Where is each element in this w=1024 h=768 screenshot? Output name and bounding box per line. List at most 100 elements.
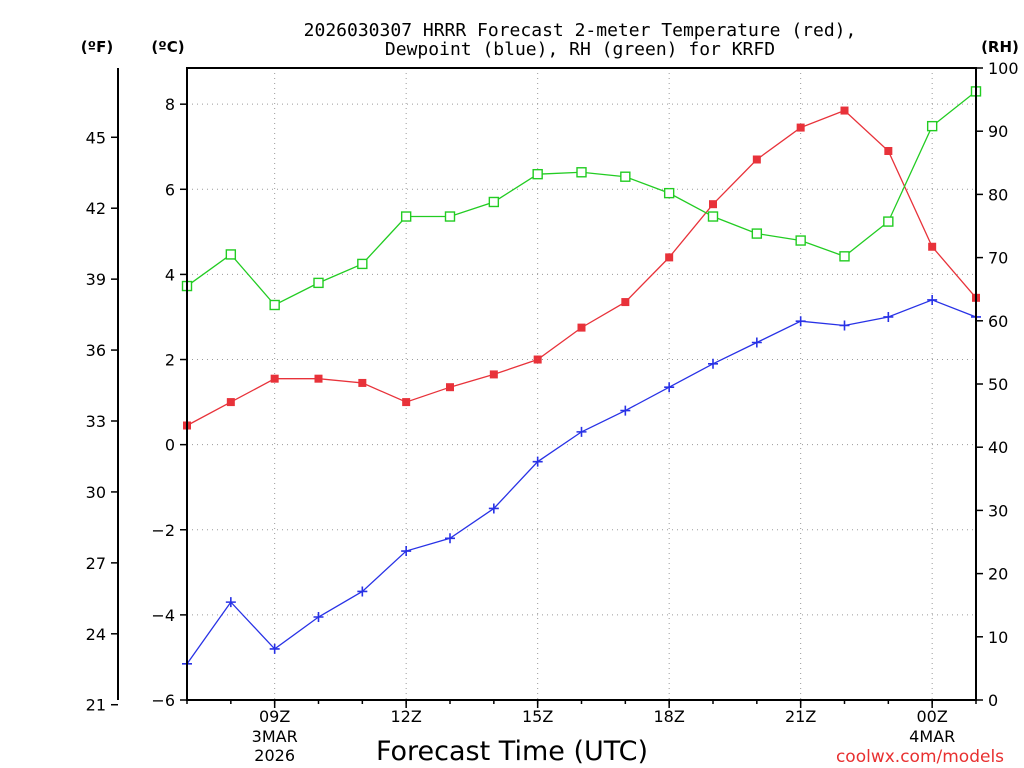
rh-point — [576, 167, 587, 178]
dewpoint-point — [401, 546, 412, 557]
rh-tick-label: 30 — [988, 501, 1008, 520]
source-credit: coolwx.com/models — [836, 747, 1004, 767]
celsius-tick-label: −2 — [151, 521, 175, 540]
rh-point — [400, 211, 412, 222]
rh-point — [926, 120, 938, 132]
rh-tick-label: 40 — [988, 438, 1008, 457]
rh-point — [313, 277, 324, 289]
dewpoint-line — [186, 299, 977, 665]
dewpoint-point — [488, 503, 499, 514]
temperature-point — [489, 370, 498, 379]
temperature-line — [186, 109, 977, 427]
fahrenheit-tick-label: 27 — [86, 554, 106, 573]
temperature-point — [270, 374, 279, 383]
rh-point — [444, 211, 456, 222]
rh-point — [883, 216, 894, 227]
series-layer — [181, 86, 982, 669]
rh-point — [488, 196, 500, 208]
dewpoint-point — [664, 382, 675, 393]
celsius-tick-label: 8 — [165, 95, 175, 114]
celsius-tick-label: −4 — [151, 606, 175, 625]
rh-point — [532, 168, 543, 180]
rh-unit-label: (RH) — [981, 38, 1019, 56]
temperature-series — [183, 106, 980, 430]
dewpoint-point — [839, 320, 850, 331]
celsius-tick-label: 6 — [165, 180, 175, 199]
temperature-point — [226, 398, 235, 407]
rh-tick-label: 20 — [988, 565, 1008, 584]
temperature-point — [884, 146, 893, 155]
dewpoint-point — [313, 612, 324, 623]
celsius-tick-label: 2 — [165, 351, 175, 370]
rh-point — [663, 187, 675, 199]
rh-point — [357, 258, 368, 270]
dewpoint-point — [620, 405, 631, 416]
dewpoint-point — [708, 358, 718, 369]
x-tick-label: 00Z — [917, 707, 948, 726]
dewpoint-point — [445, 533, 455, 544]
celsius-tick-label: 4 — [165, 265, 175, 284]
dewpoint-point — [883, 311, 894, 322]
temperature-point — [402, 398, 411, 407]
temperature-point — [752, 155, 761, 164]
dewpoint-point — [576, 426, 587, 437]
x-tick-label: 09Z — [259, 707, 290, 726]
temperature-point — [314, 374, 323, 383]
rh-point — [707, 211, 719, 222]
temperature-point — [709, 200, 717, 209]
temperature-point — [796, 123, 805, 132]
rh-tick-label: 90 — [988, 122, 1008, 141]
x-year-label: 2026 — [254, 746, 295, 765]
temperature-point — [665, 253, 674, 262]
grid-layer — [187, 68, 976, 700]
rh-tick-label: 0 — [988, 691, 998, 710]
fahrenheit-tick-label: 36 — [86, 341, 106, 360]
rh-point — [839, 251, 850, 262]
x-tick-label: 21Z — [785, 707, 816, 726]
rh-point — [225, 249, 237, 260]
fahrenheit-tick-label: 39 — [86, 270, 106, 289]
fahrenheit-tick-label: 24 — [86, 625, 106, 644]
x-date-label: 3MAR — [252, 727, 298, 746]
celsius-tick-label: −6 — [151, 691, 175, 710]
dewpoint-point — [751, 337, 762, 348]
plot-frame — [186, 67, 977, 701]
rh-point — [269, 299, 280, 311]
dewpoint-point — [532, 456, 543, 467]
rh-series — [181, 86, 982, 311]
dewpoint-point — [225, 597, 236, 608]
dewpoint-point — [269, 643, 280, 654]
rh-tick-label: 10 — [988, 628, 1008, 647]
x-tick-label: 12Z — [391, 707, 422, 726]
temperature-point — [621, 298, 630, 307]
fahrenheit-tick-label: 45 — [86, 128, 106, 147]
temperature-point — [533, 355, 542, 364]
rh-tick-label: 80 — [988, 185, 1008, 204]
temperature-point — [358, 378, 367, 387]
fahrenheit-tick-label: 30 — [86, 483, 106, 502]
celsius-unit-label: (ºC) — [151, 38, 184, 56]
rh-point — [751, 228, 763, 239]
rh-tick-label: 50 — [988, 375, 1008, 394]
x-tick-label: 18Z — [654, 707, 685, 726]
temperature-point — [577, 323, 586, 332]
rh-tick-label: 100 — [988, 59, 1019, 78]
temperature-point — [840, 106, 849, 115]
dewpoint-series — [182, 294, 981, 669]
fahrenheit-unit-label: (ºF) — [81, 38, 113, 56]
rh-point — [620, 171, 631, 182]
fahrenheit-tick-label: 33 — [86, 412, 106, 431]
chart-subtitle: Dewpoint (blue), RH (green) for KRFD — [385, 39, 775, 60]
temperature-point — [928, 242, 937, 251]
axis-layer: −6−4−20246821242730333639424501020304050… — [86, 59, 1019, 765]
rh-point — [795, 235, 806, 246]
rh-tick-label: 60 — [988, 312, 1008, 331]
temperature-point — [446, 383, 454, 392]
celsius-tick-label: 0 — [165, 436, 175, 455]
rh-tick-label: 70 — [988, 249, 1008, 268]
fahrenheit-tick-label: 21 — [86, 696, 106, 715]
dewpoint-point — [927, 294, 938, 305]
dewpoint-point — [795, 316, 806, 327]
fahrenheit-tick-label: 42 — [86, 199, 106, 218]
